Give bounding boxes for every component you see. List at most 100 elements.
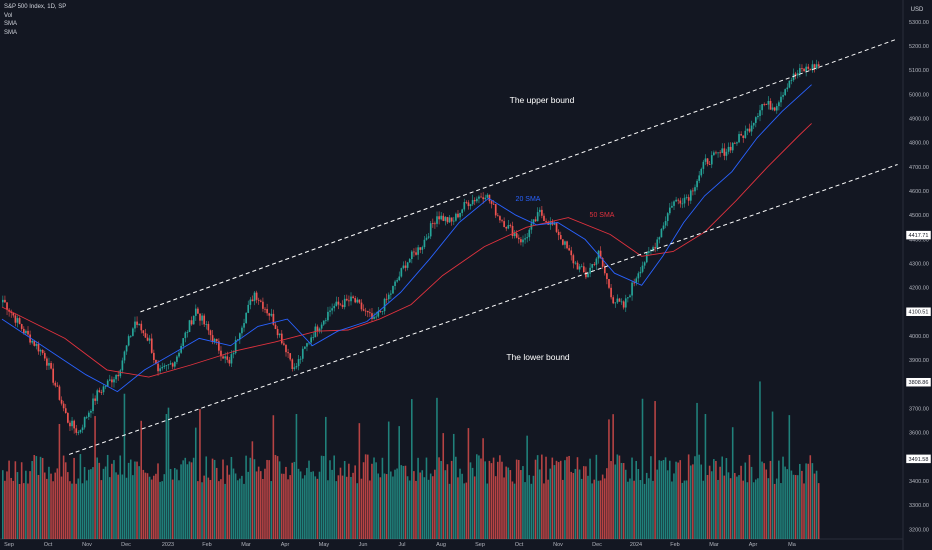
candle-body xyxy=(121,360,124,371)
volume-bar xyxy=(629,478,631,539)
candle-body xyxy=(106,380,109,387)
candle-body xyxy=(169,363,172,365)
candle-body xyxy=(142,330,145,334)
volume-bar xyxy=(241,475,243,539)
volume-bar xyxy=(390,471,392,539)
candle-body xyxy=(173,361,176,367)
candle-body xyxy=(599,250,602,259)
volume-bar xyxy=(274,454,277,539)
volume-bar xyxy=(570,471,572,539)
volume-bar xyxy=(299,471,302,539)
volume-bar xyxy=(645,472,648,539)
candle-body xyxy=(356,299,359,303)
candle-body xyxy=(408,259,411,263)
volume-bar xyxy=(306,467,308,539)
candle-body xyxy=(272,313,275,325)
volume-bar xyxy=(496,461,499,539)
volume-bar xyxy=(192,457,195,539)
volume-bar xyxy=(681,482,684,539)
volume-bar xyxy=(356,483,359,539)
volume-bar xyxy=(104,466,107,539)
volume-bar xyxy=(599,480,602,539)
volume-bar xyxy=(43,472,46,539)
volume-bar xyxy=(6,471,8,539)
candle-body xyxy=(167,364,170,366)
candle-body xyxy=(807,66,810,69)
volume-bar xyxy=(178,480,180,539)
candle-body xyxy=(182,338,185,347)
candle-body xyxy=(295,366,298,368)
candle-body xyxy=(620,301,623,303)
price-tag-label: 4100.51 xyxy=(909,310,929,316)
candle-body xyxy=(64,408,67,414)
volume-bar xyxy=(341,475,344,539)
candle-body xyxy=(687,197,690,201)
price-tick-label: 3300.00 xyxy=(909,503,929,509)
volume-bar xyxy=(473,476,476,539)
candle-body xyxy=(192,315,195,325)
candle-body xyxy=(708,164,711,165)
volume-bar xyxy=(555,460,558,539)
candle-body xyxy=(629,295,631,298)
volume-bar xyxy=(754,479,757,539)
candle-body xyxy=(83,417,86,428)
volume-bar xyxy=(106,454,109,539)
price-tag-label: 3808.86 xyxy=(909,380,929,386)
price-tick-label: 3700.00 xyxy=(909,407,929,413)
volume-bar xyxy=(815,470,818,539)
volume-bar xyxy=(327,480,329,539)
volume-bar xyxy=(771,411,774,539)
candle-body xyxy=(668,207,671,214)
volume-bar xyxy=(320,455,323,539)
lower-channel-line[interactable] xyxy=(68,164,898,455)
candle-body xyxy=(165,365,168,366)
candle-body xyxy=(591,264,594,268)
candle-body xyxy=(199,313,201,321)
candle-body xyxy=(56,385,59,387)
candle-body xyxy=(113,379,115,383)
volume-bar xyxy=(345,476,348,539)
volume-bar xyxy=(694,456,696,539)
volume-bar xyxy=(589,458,591,539)
volume-bar xyxy=(650,456,652,539)
candle-body xyxy=(132,328,134,336)
candle-body xyxy=(585,272,587,278)
candle-body xyxy=(773,107,776,111)
candle-body xyxy=(692,190,694,192)
candle-body xyxy=(100,392,103,393)
volume-bar xyxy=(318,471,321,539)
volume-bar xyxy=(236,480,239,539)
candle-body xyxy=(108,379,111,381)
volume-bar xyxy=(343,460,346,539)
candle-body xyxy=(566,241,568,249)
volume-bar xyxy=(668,460,671,539)
volume-bar xyxy=(218,481,220,539)
candle-body xyxy=(387,294,390,300)
candle-body xyxy=(528,229,531,238)
volume-bar xyxy=(16,472,19,539)
candle-body xyxy=(574,262,577,264)
candle-body xyxy=(486,194,489,198)
candle-body xyxy=(614,302,617,304)
candle-body xyxy=(658,237,661,240)
price-tick-label: 4300.00 xyxy=(909,262,929,268)
time-tick-label: Sep xyxy=(4,542,14,548)
candle-body xyxy=(645,252,648,263)
volume-bar xyxy=(455,456,457,539)
candle-body xyxy=(425,237,428,240)
candle-body xyxy=(27,330,29,335)
candle-body xyxy=(559,235,562,240)
upper-channel-line[interactable] xyxy=(140,38,898,313)
volume-bar xyxy=(117,474,119,539)
volume-bar xyxy=(759,381,761,539)
volume-bar xyxy=(201,482,203,539)
time-tick-label: Dec xyxy=(121,542,131,548)
volume-bar xyxy=(25,470,27,539)
volume-bar xyxy=(362,462,365,539)
volume-bar xyxy=(637,469,640,539)
time-tick-label: May xyxy=(319,542,330,548)
candle-body xyxy=(438,216,440,220)
volume-bar xyxy=(608,419,610,539)
candle-body xyxy=(805,66,807,72)
